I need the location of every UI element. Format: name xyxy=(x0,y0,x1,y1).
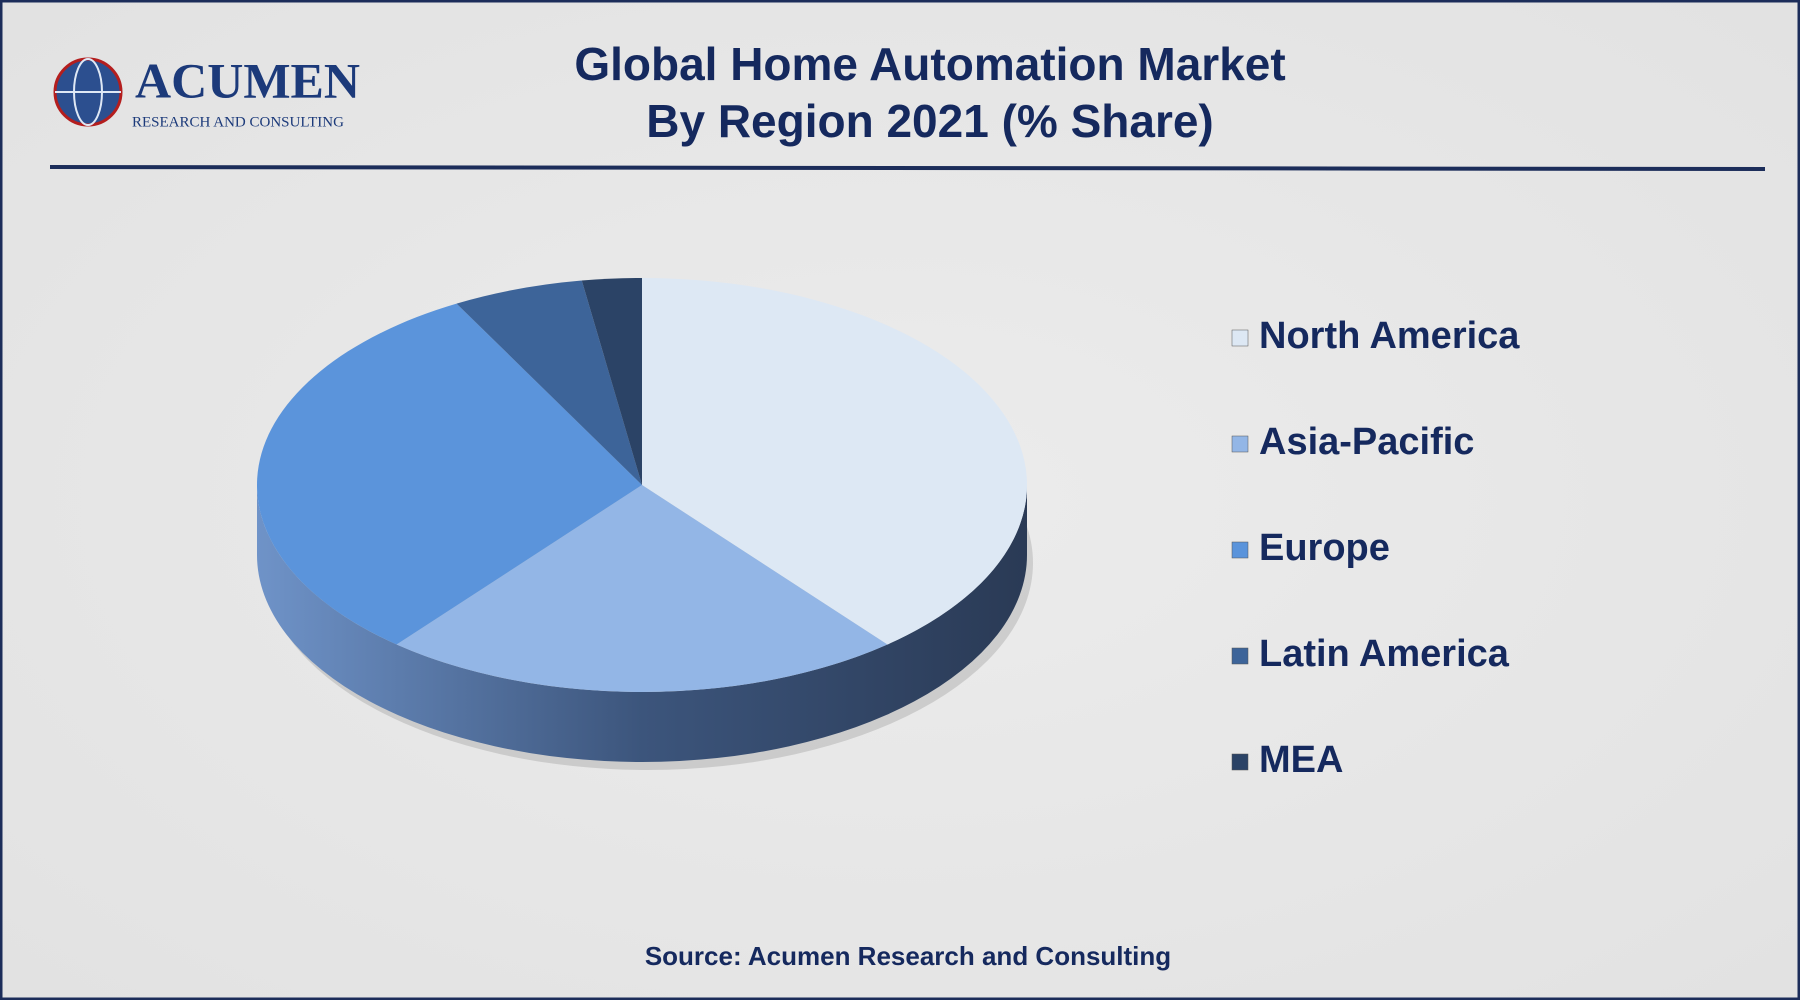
logo-name: ACUMEN xyxy=(135,52,360,108)
legend-label: MEA xyxy=(1259,739,1343,781)
pie-slice xyxy=(581,278,642,485)
legend-swatch xyxy=(1231,753,1249,771)
chart-subtitle: By Region 2021 (% Share) xyxy=(646,95,1214,147)
pie-slice xyxy=(396,485,888,692)
header-rule xyxy=(49,165,1766,171)
pie-slice xyxy=(642,278,1027,645)
legend-label: Latin America xyxy=(1259,633,1510,675)
legend-swatch xyxy=(1231,329,1249,347)
pie-slice xyxy=(256,303,642,645)
legend-swatch xyxy=(1231,435,1249,453)
legend-label: North America xyxy=(1259,315,1520,357)
legend-label: Asia-Pacific xyxy=(1259,421,1474,463)
logo: ACUMEN RESEARCH AND CONSULTING xyxy=(53,52,360,130)
pie-slice xyxy=(456,280,642,485)
legend-swatch xyxy=(1231,541,1249,559)
chart-title: Global Home Automation Market xyxy=(574,38,1285,90)
legend-swatch xyxy=(1231,647,1249,665)
pie-side xyxy=(257,485,1027,762)
source: Source: Acumen Research and Consulting xyxy=(645,941,1171,971)
legend-label: Europe xyxy=(1259,527,1390,569)
logo-tagline: RESEARCH AND CONSULTING xyxy=(132,114,344,130)
